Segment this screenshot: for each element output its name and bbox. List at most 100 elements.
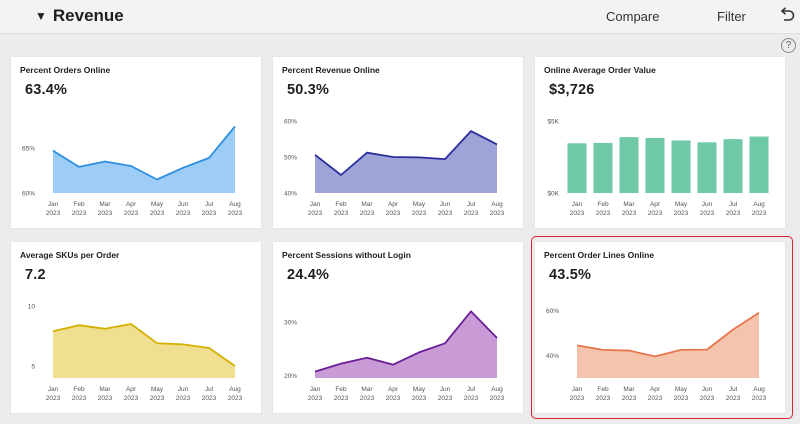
x-tick-label: Aug 2023 <box>490 386 505 402</box>
chart-average-skus-per-order: 5 10 Jan 2023 Feb 2023 Mar 2023 Apr 2023 May 2023 Ju… <box>28 304 243 403</box>
x-tick-label: Aug 2023 <box>228 201 243 217</box>
collapse-triangle-icon[interactable]: ▼ <box>35 9 47 23</box>
series-line <box>52 323 236 367</box>
x-tick-label: Jan 2023 <box>46 386 61 402</box>
x-tick-label: May 2023 <box>674 386 689 402</box>
card-percent-order-lines-online[interactable]: Percent Order Lines Online 43.5% 40% 60% J… <box>535 242 785 413</box>
x-tick-label: Apr 2023 <box>386 386 401 402</box>
x-tick-label: Apr 2023 <box>648 386 663 402</box>
x-tick-label: Jun 2023 <box>700 201 715 217</box>
card-value: $3,726 <box>549 82 595 98</box>
bar <box>619 137 639 193</box>
x-tick-label: Aug 2023 <box>752 201 767 217</box>
series-line <box>52 125 236 181</box>
x-tick-label: Jul 2023 <box>464 201 479 217</box>
x-tick-label: Jun 2023 <box>700 386 715 402</box>
card-percent-orders-online[interactable]: Percent Orders Online 63.4% 60% 65% Jan 202… <box>11 57 261 228</box>
header-bar: ▼ Revenue Compare Filter <box>0 0 800 34</box>
x-tick-label: Jul 2023 <box>726 386 741 402</box>
chart-percent-order-lines-online: 40% 60% Jan 2023 Feb 2023 Mar 2023 Apr 2023 May 202… <box>546 308 767 402</box>
y-tick-label: 40% <box>546 353 559 360</box>
x-tick-label: Jan 2023 <box>46 201 61 217</box>
y-tick-label: $0K <box>547 191 559 198</box>
y-tick-label: 40% <box>284 191 297 198</box>
area-fill <box>315 131 497 193</box>
x-tick-label: May 2023 <box>412 386 427 402</box>
bar <box>697 142 717 193</box>
y-tick-label: $5K <box>547 119 559 126</box>
card-title: Percent Sessions without Login <box>282 250 411 260</box>
card-value: 24.4% <box>287 267 330 283</box>
x-tick-label: Mar 2023 <box>622 201 637 217</box>
series-line <box>576 311 760 358</box>
x-tick-label: Apr 2023 <box>648 201 663 217</box>
x-tick-label: Mar 2023 <box>98 201 113 217</box>
bar <box>593 142 613 193</box>
card-value: 43.5% <box>549 267 592 283</box>
x-tick-label: Jul 2023 <box>202 201 217 217</box>
area-fill <box>577 312 759 378</box>
card-percent-revenue-online[interactable]: Percent Revenue Online 50.3% 40% 50% 60% Ja… <box>273 57 523 228</box>
y-tick-label: 20% <box>284 373 297 380</box>
x-tick-label: Jan 2023 <box>308 201 323 217</box>
x-tick-label: Feb 2023 <box>596 201 611 217</box>
area-fill <box>53 126 235 193</box>
x-tick-label: Feb 2023 <box>334 201 349 217</box>
filter-button[interactable]: Filter <box>717 9 746 24</box>
card-value: 50.3% <box>287 82 330 98</box>
x-tick-label: May 2023 <box>412 201 427 217</box>
card-value: 7.2 <box>25 267 46 283</box>
selection-highlight <box>531 236 793 419</box>
x-tick-label: Feb 2023 <box>334 386 349 402</box>
x-tick-label: Feb 2023 <box>72 201 87 217</box>
bar <box>749 136 769 193</box>
x-tick-label: Aug 2023 <box>752 386 767 402</box>
card-value: 63.4% <box>25 82 68 98</box>
chart-percent-sessions-without-login: 20% 30% Jan 2023 Feb 2023 Mar 2023 Apr 2023 May 202… <box>284 310 505 402</box>
card-title: Percent Order Lines Online <box>544 250 655 260</box>
chart-percent-orders-online: 60% 65% Jan 2023 Feb 2023 Mar 2023 Apr 2023 May 202… <box>22 125 243 217</box>
x-tick-label: Jul 2023 <box>202 386 217 402</box>
y-tick-label: 60% <box>22 191 35 198</box>
x-tick-label: Jul 2023 <box>726 201 741 217</box>
area-fill <box>53 324 235 378</box>
x-tick-label: Mar 2023 <box>360 201 375 217</box>
x-tick-label: Mar 2023 <box>98 386 113 402</box>
x-tick-label: Mar 2023 <box>622 386 637 402</box>
card-average-skus-per-order[interactable]: Average SKUs per Order 7.2 5 10 Jan 2023 Feb… <box>11 242 261 413</box>
x-tick-label: Jun 2023 <box>438 386 453 402</box>
chart-online-average-order-value: $0K $5K Jan 2023 Feb 2023 Mar 2023 Apr 2023 May 202… <box>547 119 769 217</box>
area-fill <box>315 311 497 378</box>
card-online-average-order-value[interactable]: Online Average Order Value $3,726 $0K $5K… <box>535 57 785 228</box>
x-tick-label: Mar 2023 <box>360 386 375 402</box>
bar <box>671 140 691 193</box>
x-tick-label: Apr 2023 <box>386 201 401 217</box>
card-title: Average SKUs per Order <box>20 250 120 260</box>
x-tick-label: May 2023 <box>150 201 165 217</box>
y-tick-label: 5 <box>31 364 35 371</box>
y-tick-label: 60% <box>284 119 297 126</box>
x-tick-label: May 2023 <box>150 386 165 402</box>
y-tick-label: 60% <box>546 308 559 315</box>
x-tick-label: Aug 2023 <box>228 386 243 402</box>
compare-button[interactable]: Compare <box>606 9 660 24</box>
x-tick-label: Jun 2023 <box>176 386 191 402</box>
help-icon[interactable]: ? <box>781 38 796 53</box>
x-tick-label: Jul 2023 <box>464 386 479 402</box>
series-line <box>314 310 498 373</box>
bar <box>723 139 743 193</box>
page-title[interactable]: ▼ Revenue <box>35 6 124 26</box>
x-tick-label: Jan 2023 <box>570 386 585 402</box>
undo-icon[interactable] <box>778 6 796 24</box>
card-title: Percent Orders Online <box>20 65 111 75</box>
page-title-text: Revenue <box>52 6 124 25</box>
x-tick-label: Feb 2023 <box>72 386 87 402</box>
card-percent-sessions-without-login[interactable]: Percent Sessions without Login 24.4% 20%… <box>273 242 523 413</box>
y-tick-label: 30% <box>284 320 297 327</box>
series-line <box>314 130 498 176</box>
x-tick-label: Apr 2023 <box>124 386 139 402</box>
x-tick-label: Jan 2023 <box>570 201 585 217</box>
x-tick-label: Jun 2023 <box>176 201 191 217</box>
x-tick-label: Feb 2023 <box>596 386 611 402</box>
y-tick-label: 50% <box>284 155 297 162</box>
